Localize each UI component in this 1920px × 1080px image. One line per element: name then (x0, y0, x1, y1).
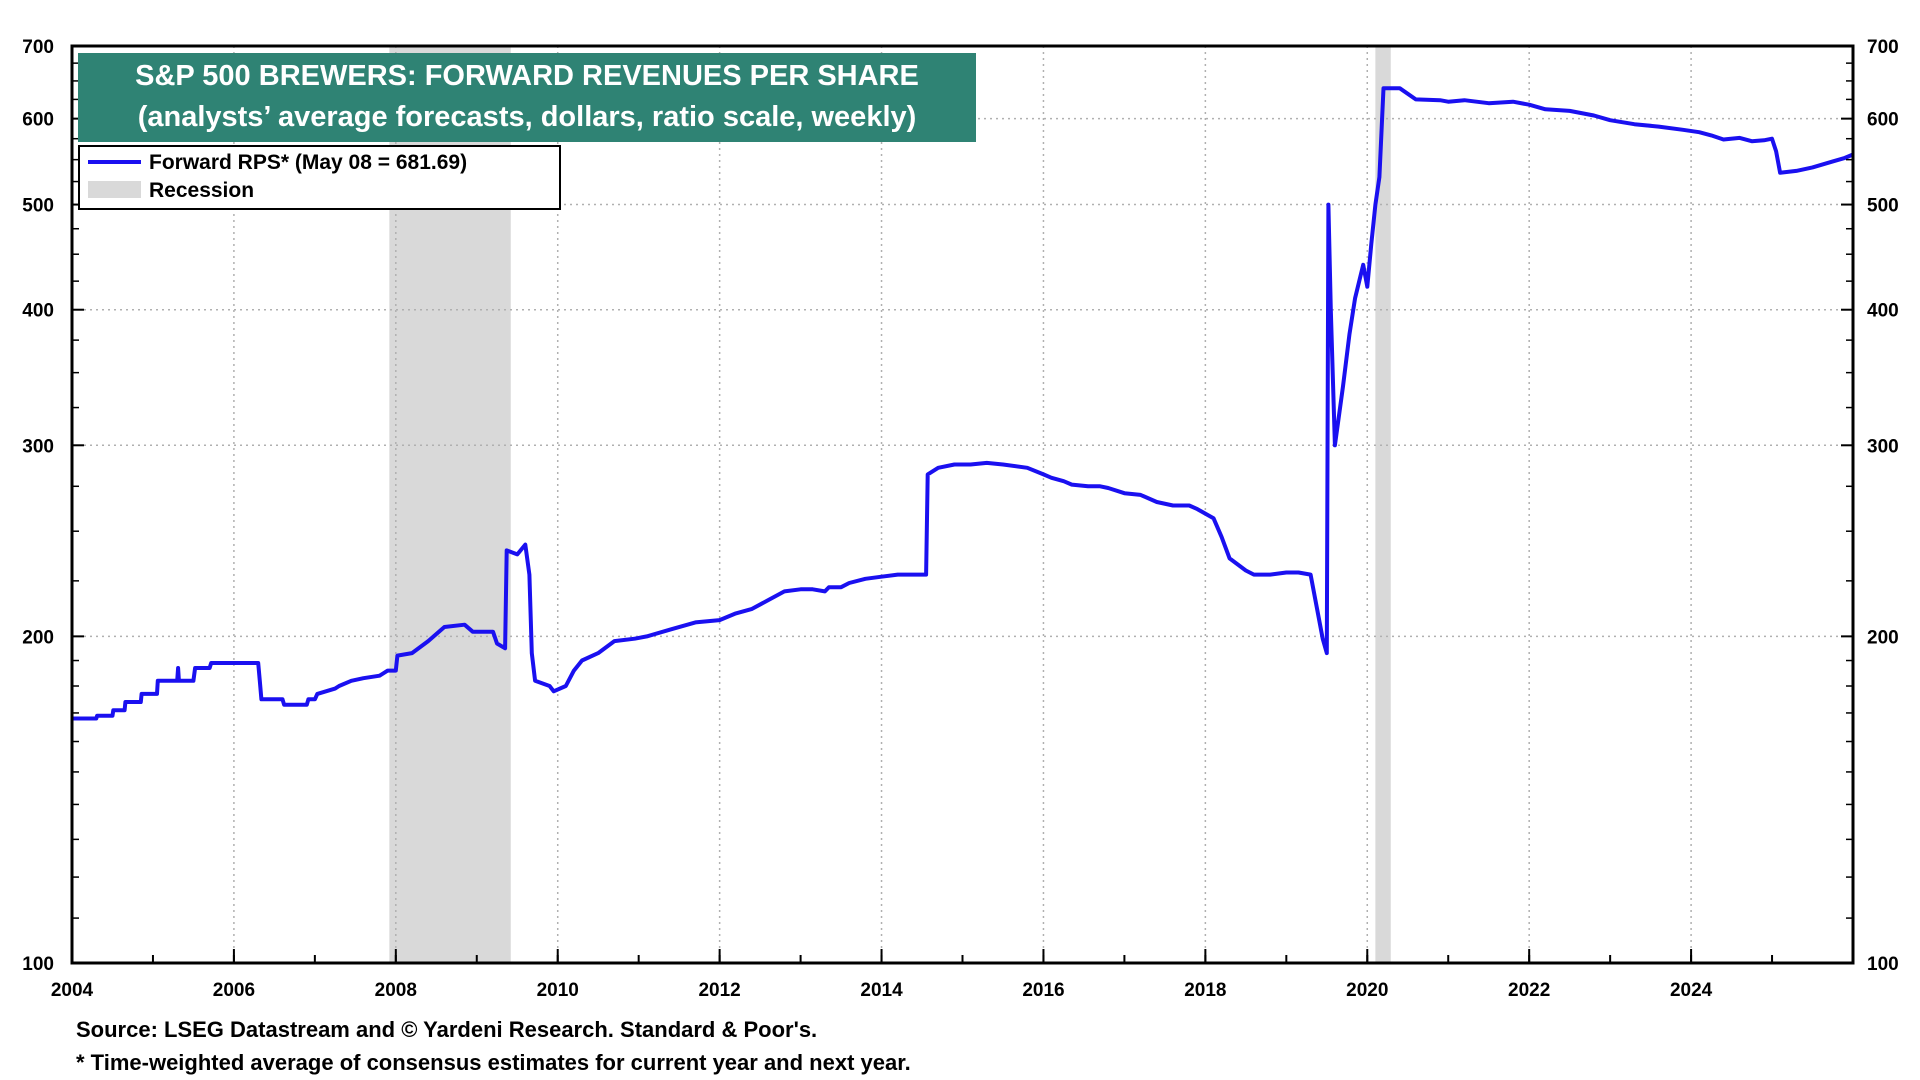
x-tick-label: 2004 (51, 980, 94, 1001)
legend-box (78, 145, 561, 210)
chart-title-box: S&P 500 BREWERS: FORWARD REVENUES PER SH… (78, 53, 976, 142)
y-tick-label-left: 300 (22, 436, 54, 457)
y-tick-label-left: 500 (22, 196, 54, 217)
legend-recession-label: Recession (149, 179, 254, 202)
y-tick-label-right: 700 (1867, 37, 1899, 58)
title-background (78, 53, 976, 142)
y-tick-label-right: 400 (1867, 301, 1899, 322)
x-tick-label: 2024 (1670, 980, 1713, 1001)
y-tick-label-left: 200 (22, 627, 54, 648)
source-note: Source: LSEG Datastream and © Yardeni Re… (76, 1017, 818, 1042)
y-tick-label-right: 200 (1867, 627, 1899, 648)
series-layer (72, 86, 1854, 721)
y-tick-label-left: 700 (22, 37, 54, 58)
legend-recession-swatch (88, 181, 141, 198)
chart-title: S&P 500 BREWERS: FORWARD REVENUES PER SH… (135, 60, 919, 92)
y-tick-label-right: 100 (1867, 954, 1899, 975)
y-tick-label-right: 500 (1867, 196, 1899, 217)
y-axis-right: 100 200 300 400 500 600 700 (1841, 37, 1899, 975)
legend: Forward RPS* (May 08 = 681.69) Recession (78, 145, 561, 210)
y-axis-left: 100 200 300 400 500 600 700 (22, 37, 84, 975)
forward-rps-line (72, 86, 1854, 721)
x-tick-label: 2010 (537, 980, 579, 1001)
x-tick-label: 2008 (375, 980, 417, 1001)
x-tick-label: 2018 (1184, 980, 1226, 1001)
x-tick-label: 2012 (698, 980, 740, 1001)
y-tick-label-left: 400 (22, 301, 54, 322)
y-tick-label-left: 600 (22, 110, 54, 131)
y-tick-label-right: 300 (1867, 436, 1899, 457)
x-tick-label: 2014 (860, 980, 903, 1001)
y-tick-label-left: 100 (22, 954, 54, 975)
legend-series-label: Forward RPS* (May 08 = 681.69) (149, 151, 467, 174)
y-tick-label-right: 600 (1867, 110, 1899, 131)
chart-subtitle: (analysts’ average forecasts, dollars, r… (138, 101, 917, 133)
x-tick-label: 2022 (1508, 980, 1550, 1001)
recession-band-2 (1375, 46, 1391, 963)
x-axis: 2004 2006 2008 2010 2012 2014 2016 2018 2020 2022… (51, 949, 1854, 1001)
x-tick-label: 2016 (1022, 980, 1064, 1001)
footnote: * Time-weighted average of consensus est… (76, 1050, 911, 1075)
x-tick-label: 2006 (213, 980, 255, 1001)
x-tick-label: 2020 (1346, 980, 1388, 1001)
